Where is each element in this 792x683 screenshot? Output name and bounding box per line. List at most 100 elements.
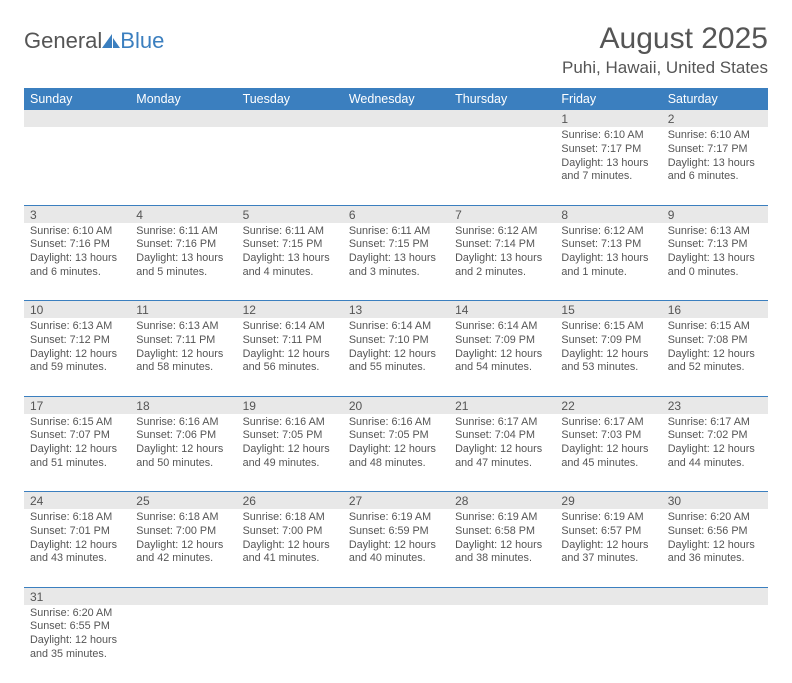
weekday-header: Thursday (449, 88, 555, 110)
day-cell (130, 127, 236, 205)
day-number: 10 (24, 301, 130, 319)
daylight-text: Daylight: 13 hours and 6 minutes. (668, 157, 762, 185)
sunset-text: Sunset: 7:06 PM (136, 429, 230, 443)
daylight-text: Daylight: 12 hours and 40 minutes. (349, 539, 443, 567)
daylight-text: Daylight: 12 hours and 49 minutes. (243, 443, 337, 471)
daylight-text: Daylight: 12 hours and 54 minutes. (455, 348, 549, 376)
sunrise-text: Sunrise: 6:14 AM (243, 320, 337, 334)
day-number: 6 (343, 205, 449, 223)
day-number (449, 110, 555, 127)
sunrise-text: Sunrise: 6:12 AM (561, 225, 655, 239)
day-number: 2 (662, 110, 768, 127)
sunset-text: Sunset: 7:02 PM (668, 429, 762, 443)
day-number: 18 (130, 396, 236, 414)
sunset-text: Sunset: 7:11 PM (243, 334, 337, 348)
day-number: 11 (130, 301, 236, 319)
day-number: 30 (662, 492, 768, 510)
sunset-text: Sunset: 6:59 PM (349, 525, 443, 539)
day-cell: Sunrise: 6:19 AMSunset: 6:58 PMDaylight:… (449, 509, 555, 587)
daylight-text: Daylight: 13 hours and 1 minute. (561, 252, 655, 280)
week-row: Sunrise: 6:20 AMSunset: 6:55 PMDaylight:… (24, 605, 768, 683)
day-number-row: 17181920212223 (24, 396, 768, 414)
day-cell: Sunrise: 6:12 AMSunset: 7:14 PMDaylight:… (449, 223, 555, 301)
daylight-text: Daylight: 12 hours and 51 minutes. (30, 443, 124, 471)
daylight-text: Daylight: 12 hours and 45 minutes. (561, 443, 655, 471)
daylight-text: Daylight: 13 hours and 6 minutes. (30, 252, 124, 280)
day-number: 15 (555, 301, 661, 319)
title-block: August 2025 Puhi, Hawaii, United States (562, 22, 768, 78)
day-cell (130, 605, 236, 683)
day-cell: Sunrise: 6:10 AMSunset: 7:17 PMDaylight:… (555, 127, 661, 205)
sunset-text: Sunset: 6:58 PM (455, 525, 549, 539)
day-cell (662, 605, 768, 683)
day-cell: Sunrise: 6:16 AMSunset: 7:05 PMDaylight:… (343, 414, 449, 492)
day-number: 25 (130, 492, 236, 510)
daylight-text: Daylight: 13 hours and 3 minutes. (349, 252, 443, 280)
day-number: 23 (662, 396, 768, 414)
day-cell: Sunrise: 6:14 AMSunset: 7:09 PMDaylight:… (449, 318, 555, 396)
day-number: 22 (555, 396, 661, 414)
day-number: 12 (237, 301, 343, 319)
daylight-text: Daylight: 12 hours and 44 minutes. (668, 443, 762, 471)
calendar-table: SundayMondayTuesdayWednesdayThursdayFrid… (24, 88, 768, 683)
day-cell (237, 127, 343, 205)
day-cell: Sunrise: 6:15 AMSunset: 7:07 PMDaylight:… (24, 414, 130, 492)
sunrise-text: Sunrise: 6:19 AM (455, 511, 549, 525)
sunset-text: Sunset: 7:07 PM (30, 429, 124, 443)
sunset-text: Sunset: 7:16 PM (30, 238, 124, 252)
day-cell: Sunrise: 6:17 AMSunset: 7:04 PMDaylight:… (449, 414, 555, 492)
brand-part1: General (24, 28, 102, 54)
sunset-text: Sunset: 7:00 PM (243, 525, 337, 539)
day-number (130, 587, 236, 605)
sunset-text: Sunset: 7:09 PM (455, 334, 549, 348)
sunset-text: Sunset: 7:13 PM (561, 238, 655, 252)
day-number: 8 (555, 205, 661, 223)
sunrise-text: Sunrise: 6:18 AM (136, 511, 230, 525)
sunset-text: Sunset: 7:05 PM (349, 429, 443, 443)
sunrise-text: Sunrise: 6:15 AM (561, 320, 655, 334)
day-cell: Sunrise: 6:14 AMSunset: 7:10 PMDaylight:… (343, 318, 449, 396)
day-number-row: 12 (24, 110, 768, 127)
sunrise-text: Sunrise: 6:16 AM (243, 416, 337, 430)
sunset-text: Sunset: 7:00 PM (136, 525, 230, 539)
sunset-text: Sunset: 7:15 PM (243, 238, 337, 252)
sunset-text: Sunset: 7:17 PM (668, 143, 762, 157)
day-cell: Sunrise: 6:14 AMSunset: 7:11 PMDaylight:… (237, 318, 343, 396)
sunset-text: Sunset: 7:16 PM (136, 238, 230, 252)
day-number: 7 (449, 205, 555, 223)
day-cell: Sunrise: 6:18 AMSunset: 7:01 PMDaylight:… (24, 509, 130, 587)
day-number: 20 (343, 396, 449, 414)
day-number-row: 3456789 (24, 205, 768, 223)
daylight-text: Daylight: 12 hours and 52 minutes. (668, 348, 762, 376)
sunrise-text: Sunrise: 6:18 AM (243, 511, 337, 525)
day-number: 28 (449, 492, 555, 510)
daylight-text: Daylight: 12 hours and 59 minutes. (30, 348, 124, 376)
day-cell: Sunrise: 6:20 AMSunset: 6:55 PMDaylight:… (24, 605, 130, 683)
daylight-text: Daylight: 12 hours and 56 minutes. (243, 348, 337, 376)
day-number (237, 110, 343, 127)
daylight-text: Daylight: 12 hours and 58 minutes. (136, 348, 230, 376)
day-number: 9 (662, 205, 768, 223)
sunset-text: Sunset: 7:13 PM (668, 238, 762, 252)
day-number: 24 (24, 492, 130, 510)
day-cell: Sunrise: 6:10 AMSunset: 7:16 PMDaylight:… (24, 223, 130, 301)
week-row: Sunrise: 6:13 AMSunset: 7:12 PMDaylight:… (24, 318, 768, 396)
day-cell: Sunrise: 6:18 AMSunset: 7:00 PMDaylight:… (237, 509, 343, 587)
day-number: 26 (237, 492, 343, 510)
sunset-text: Sunset: 7:17 PM (561, 143, 655, 157)
week-row: Sunrise: 6:15 AMSunset: 7:07 PMDaylight:… (24, 414, 768, 492)
weekday-header: Tuesday (237, 88, 343, 110)
sunset-text: Sunset: 7:05 PM (243, 429, 337, 443)
brand-part2: Blue (120, 28, 164, 54)
day-number: 19 (237, 396, 343, 414)
day-cell: Sunrise: 6:15 AMSunset: 7:09 PMDaylight:… (555, 318, 661, 396)
sunrise-text: Sunrise: 6:11 AM (349, 225, 443, 239)
day-number: 29 (555, 492, 661, 510)
day-cell (449, 127, 555, 205)
day-cell (343, 127, 449, 205)
daylight-text: Daylight: 12 hours and 50 minutes. (136, 443, 230, 471)
sunset-text: Sunset: 7:15 PM (349, 238, 443, 252)
day-number (449, 587, 555, 605)
daylight-text: Daylight: 13 hours and 5 minutes. (136, 252, 230, 280)
sunrise-text: Sunrise: 6:15 AM (668, 320, 762, 334)
